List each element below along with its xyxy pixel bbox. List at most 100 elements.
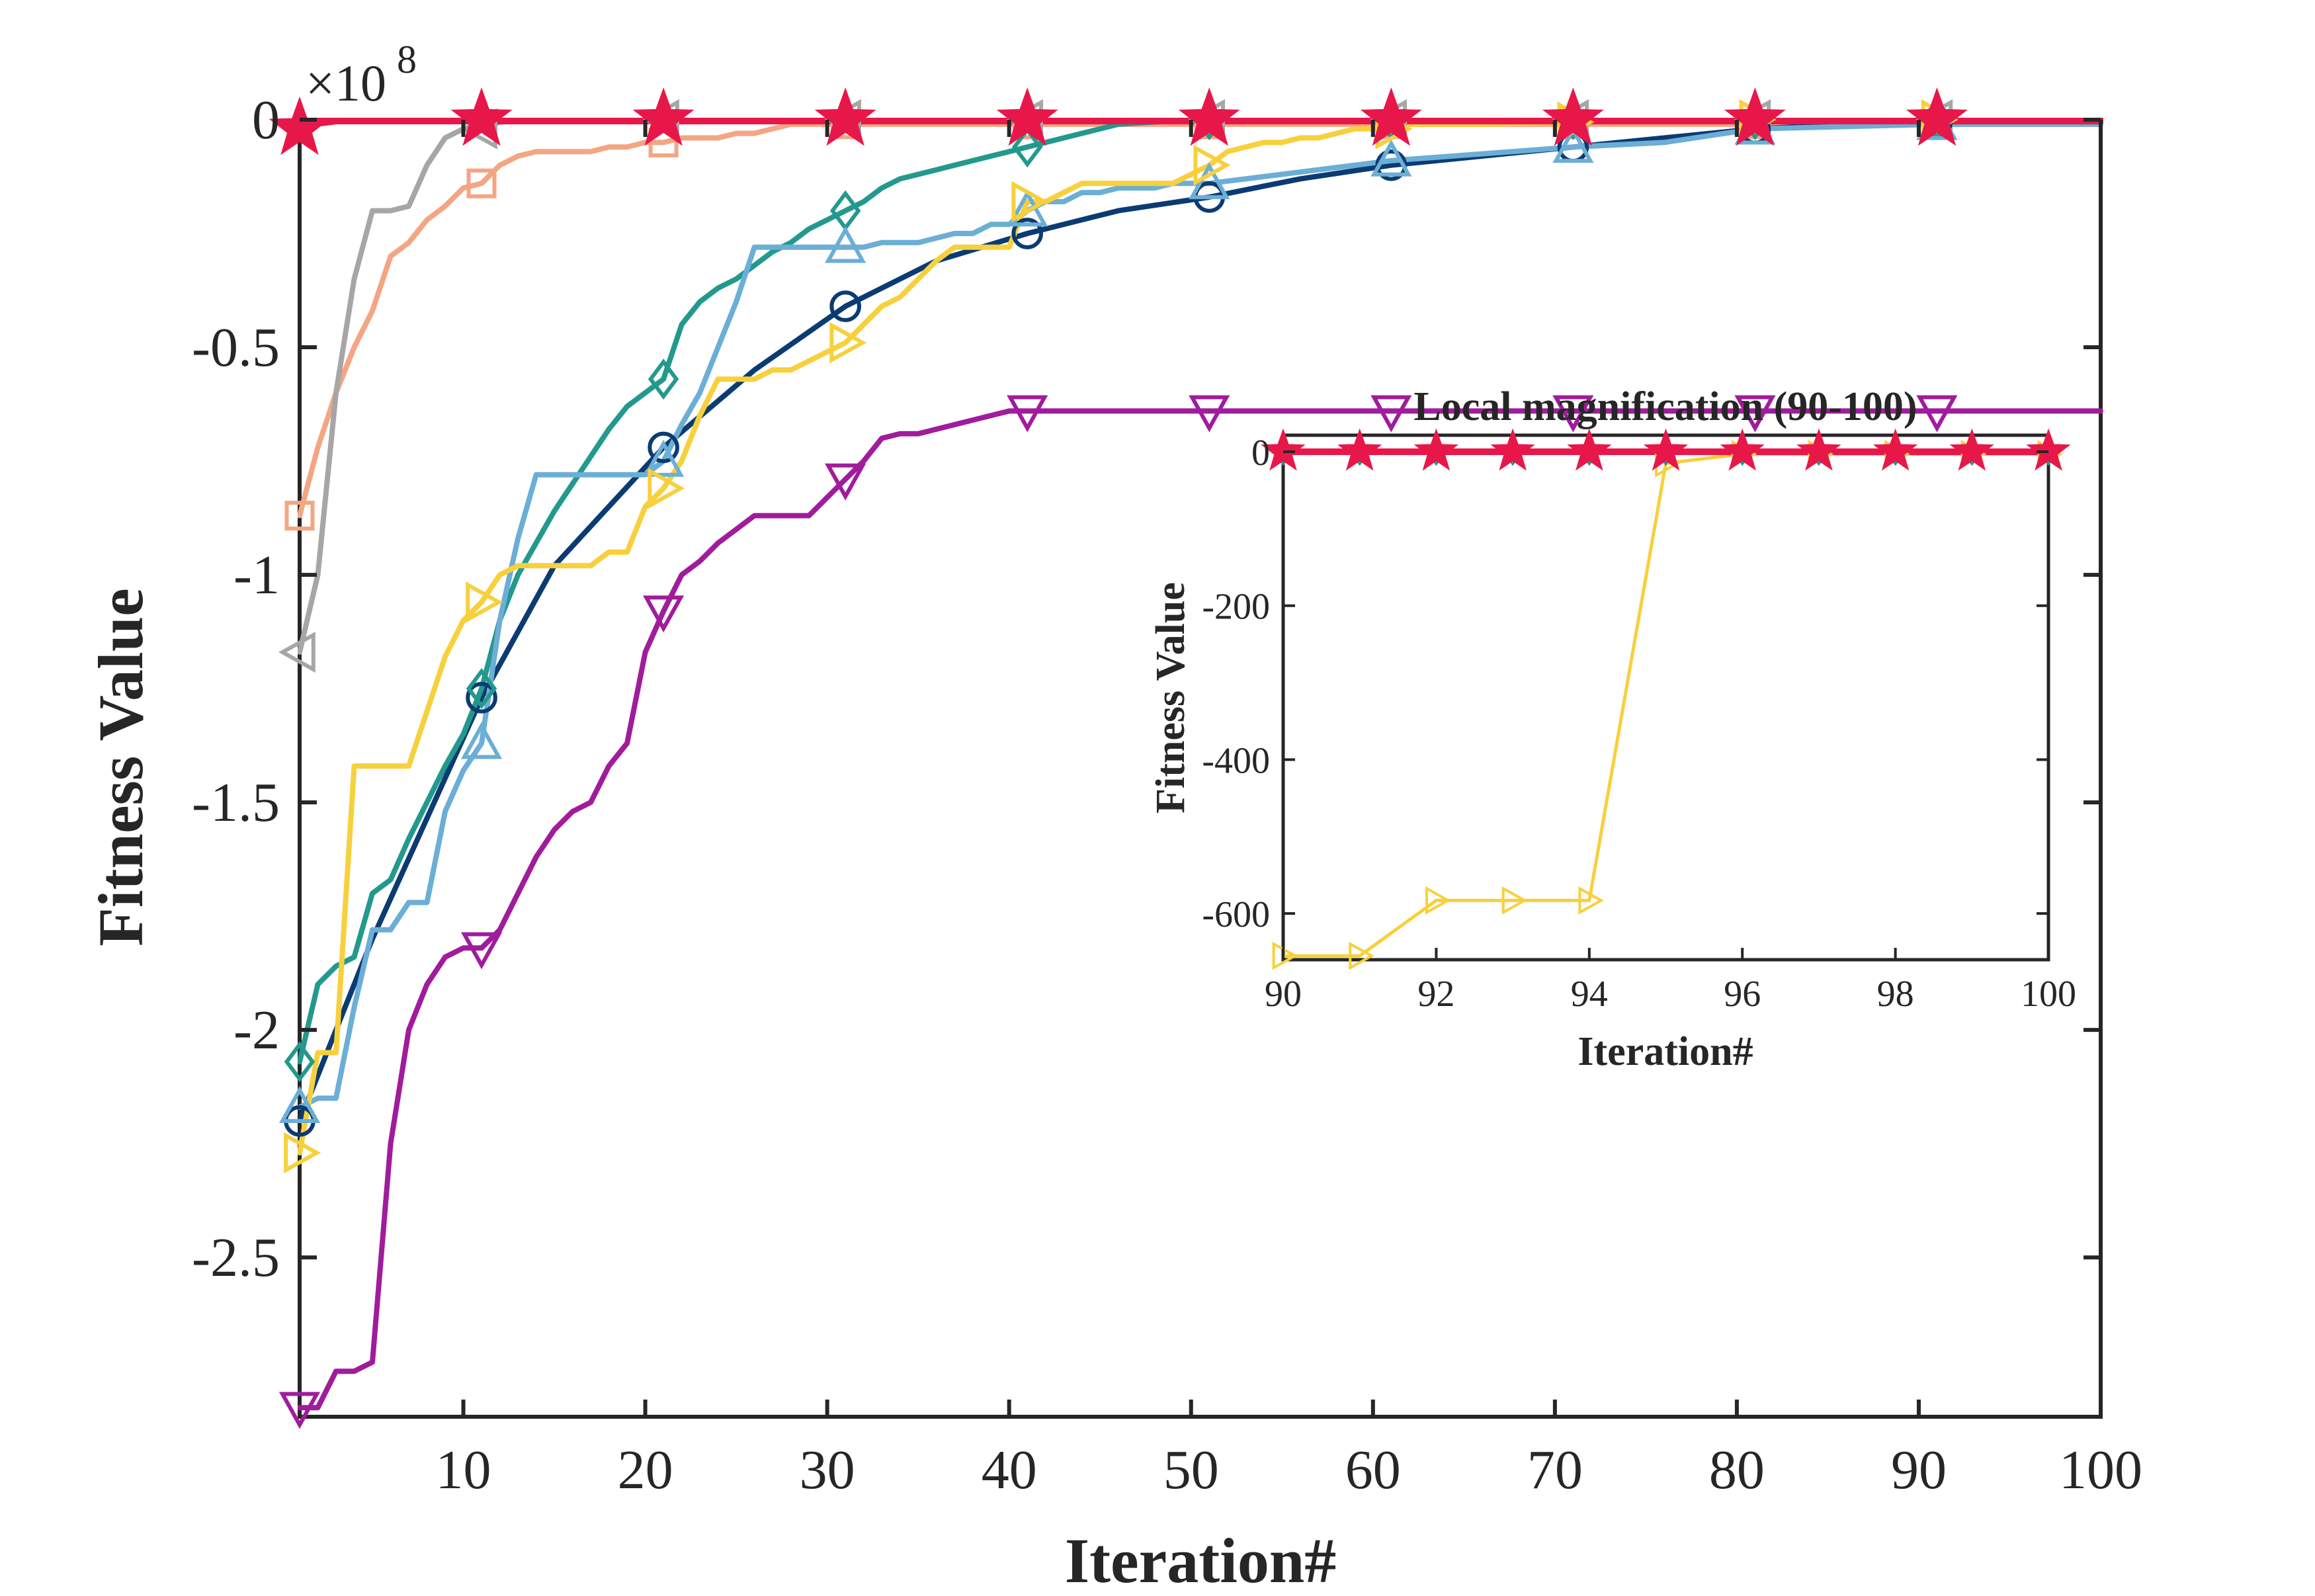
inset-xtick-label-2: 94 bbox=[1571, 974, 1608, 1015]
main-xtick-label-4: 50 bbox=[1163, 1439, 1219, 1501]
main-marker-7-8 bbox=[1724, 87, 1786, 146]
y-exponent-power: 8 bbox=[397, 38, 417, 81]
main-marker-4-2 bbox=[643, 439, 685, 477]
main-y-axis-title: Fitness Value bbox=[85, 588, 156, 946]
main-marker-5-4 bbox=[1011, 181, 1049, 222]
main-marker-2-4 bbox=[1011, 218, 1044, 249]
main-marker-7-4 bbox=[996, 87, 1058, 146]
inset-marker-2-0 bbox=[1261, 428, 1306, 471]
main-xtick-label-7: 80 bbox=[1709, 1439, 1765, 1501]
main-ticks-group: 10 20 30 40 50 60 70 80 90 100 0 -0.5 -1 -1.5 -2 -2.5 bbox=[192, 89, 2142, 1501]
inset-marker-2-5 bbox=[1643, 428, 1689, 471]
inset-xtick-label-1: 92 bbox=[1417, 974, 1454, 1015]
inset-marker-0-3 bbox=[1501, 886, 1528, 915]
main-series-line-4 bbox=[298, 121, 2103, 1111]
main-series-line-3 bbox=[298, 118, 2103, 1065]
main-ytick-label-3: -1.5 bbox=[192, 772, 280, 833]
main-xtick-label-8: 90 bbox=[1891, 1439, 1947, 1501]
inset-xtick-label-3: 96 bbox=[1724, 974, 1761, 1015]
main-marker-6-9 bbox=[1916, 395, 1958, 433]
main-marker-6-6 bbox=[1370, 395, 1412, 433]
main-ytick-label-1: -0.5 bbox=[192, 317, 280, 378]
inset-marker-2-3 bbox=[1490, 428, 1535, 471]
main-marker-6-7 bbox=[1552, 395, 1594, 433]
main-marker-5-0 bbox=[284, 1132, 321, 1174]
main-ytick-label-2: -1 bbox=[233, 544, 280, 606]
main-ytick-label-4: -2 bbox=[233, 999, 280, 1061]
main-ytick-label-0: 0 bbox=[252, 89, 280, 151]
main-marker-7-7 bbox=[1542, 87, 1604, 146]
main-xtick-label-2: 30 bbox=[800, 1439, 855, 1501]
inset-marker-0-4 bbox=[1578, 886, 1604, 915]
main-marker-3-2 bbox=[648, 358, 679, 400]
main-marker-5-2 bbox=[648, 468, 685, 509]
inset-markers-group bbox=[1261, 428, 2071, 970]
inset-marker-2-10 bbox=[2026, 428, 2071, 471]
main-xtick-label-1: 20 bbox=[618, 1439, 673, 1501]
inset-ytick-label-2: -400 bbox=[1202, 740, 1270, 781]
inset-marker-2-6 bbox=[1720, 428, 1765, 471]
main-xtick-label-3: 40 bbox=[982, 1439, 1037, 1501]
main-marker-4-4 bbox=[1007, 189, 1048, 227]
main-marker-7-3 bbox=[814, 87, 876, 146]
main-marker-4-0 bbox=[278, 1085, 321, 1123]
main-xtick-label-9: 100 bbox=[2059, 1439, 2142, 1501]
main-marker-1-0 bbox=[278, 631, 316, 673]
y-exponent-label: ×10 bbox=[306, 54, 386, 112]
main-marker-4-7 bbox=[1552, 126, 1594, 163]
main-markers-group bbox=[269, 87, 1968, 1429]
main-marker-7-9 bbox=[1906, 87, 1968, 146]
main-marker-5-3 bbox=[829, 322, 867, 364]
main-marker-7-0 bbox=[269, 96, 331, 155]
inset-marker-2-4 bbox=[1567, 428, 1612, 471]
inset-ytick-label-3: -600 bbox=[1202, 894, 1270, 935]
main-marker-6-8 bbox=[1734, 395, 1776, 433]
inset-xtick-label-4: 98 bbox=[1877, 974, 1914, 1015]
main-marker-6-2 bbox=[643, 595, 685, 633]
main-marker-5-5 bbox=[1193, 144, 1231, 186]
inset-marker-2-7 bbox=[1796, 428, 1841, 471]
main-marker-2-2 bbox=[648, 431, 679, 464]
inset-marker-2-2 bbox=[1413, 428, 1459, 471]
main-series-line-5 bbox=[298, 118, 2103, 1155]
inset-xtick-label-5: 100 bbox=[2021, 974, 2076, 1015]
main-x-axis-title: Iteration# bbox=[1065, 1525, 1337, 1593]
inset-marker-2-8 bbox=[1873, 428, 1918, 471]
main-marker-3-4 bbox=[1011, 126, 1043, 168]
main-series-line-0 bbox=[298, 121, 2103, 519]
main-xtick-label-5: 60 bbox=[1345, 1439, 1401, 1501]
inset-marker-0-2 bbox=[1425, 886, 1451, 915]
inset-ytick-label-1: -200 bbox=[1202, 587, 1270, 628]
main-marker-4-1 bbox=[460, 722, 503, 759]
inset-marker-0-1 bbox=[1349, 941, 1374, 970]
inset-marker-2-9 bbox=[1949, 428, 1994, 471]
main-marker-6-0 bbox=[278, 1392, 321, 1429]
inset-marker-2-1 bbox=[1337, 428, 1382, 471]
inset-xtick-label-0: 90 bbox=[1265, 974, 1302, 1015]
main-marker-3-0 bbox=[284, 1041, 316, 1083]
inset-title: Local magnification (90-100) bbox=[1413, 384, 1917, 429]
main-marker-6-4 bbox=[1007, 395, 1048, 433]
main-series-line-6 bbox=[298, 408, 2103, 1411]
main-marker-3-1 bbox=[466, 668, 497, 710]
main-marker-7-5 bbox=[1178, 87, 1240, 146]
main-marker-0-1 bbox=[466, 168, 497, 198]
inset-plot-area bbox=[1281, 433, 2050, 962]
main-marker-6-3 bbox=[825, 463, 866, 501]
inset-ytick-label-0: 0 bbox=[1251, 433, 1270, 474]
main-marker-7-6 bbox=[1360, 87, 1422, 146]
main-marker-5-1 bbox=[466, 581, 503, 623]
inset-ticks-group: 90 92 94 96 98 100 0 -200 -400 -600 bbox=[1202, 433, 2076, 1015]
main-xtick-label-6: 70 bbox=[1527, 1439, 1583, 1501]
main-marker-0-0 bbox=[284, 501, 315, 531]
main-xtick-label-0: 10 bbox=[436, 1439, 491, 1501]
inset-y-axis-title: Fitness Value bbox=[1148, 582, 1193, 814]
main-ytick-label-5: -2.5 bbox=[192, 1227, 280, 1288]
main-marker-6-5 bbox=[1189, 395, 1230, 433]
inset-x-axis-title: Iteration# bbox=[1578, 1029, 1753, 1074]
main-marker-6-1 bbox=[460, 932, 503, 970]
main-marker-7-2 bbox=[632, 87, 694, 146]
main-marker-4-3 bbox=[825, 226, 866, 263]
